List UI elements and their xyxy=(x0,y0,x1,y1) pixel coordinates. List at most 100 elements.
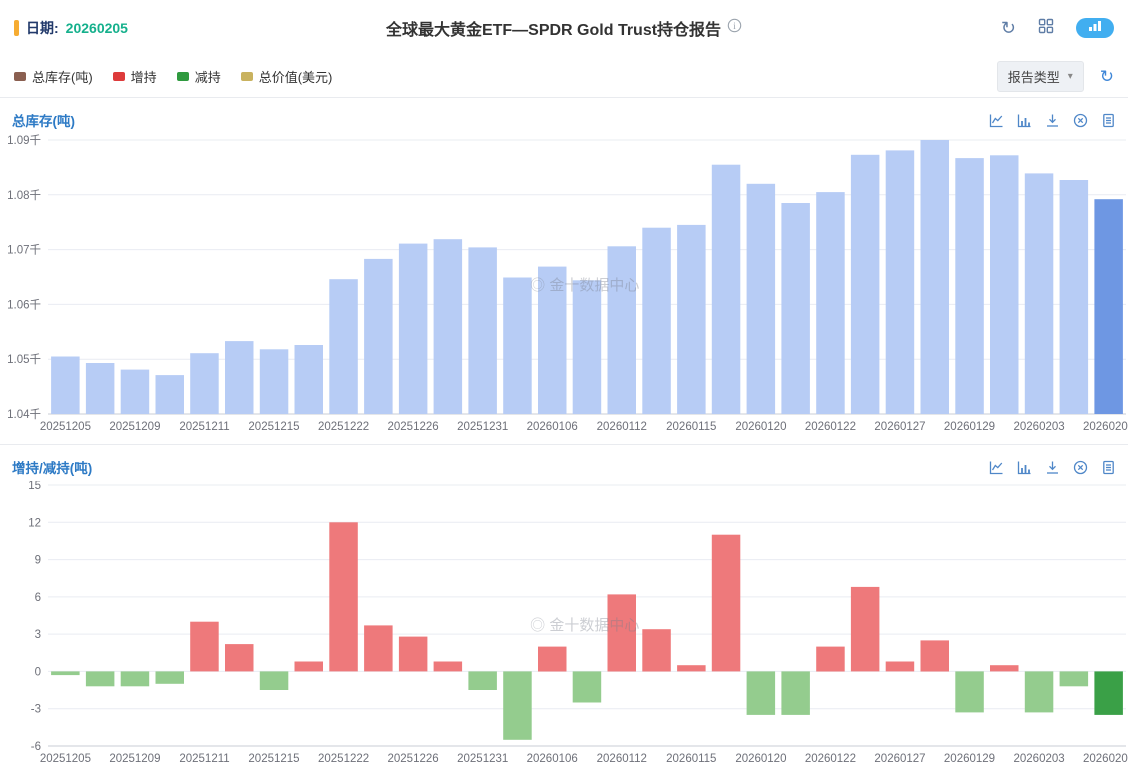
svg-text:20260129: 20260129 xyxy=(944,421,995,433)
svg-text:20260203: 20260203 xyxy=(1014,753,1065,765)
svg-text:0: 0 xyxy=(35,666,41,678)
svg-text:20251205: 20251205 xyxy=(40,421,91,433)
legend-item-total-value[interactable]: 总价值(美元) xyxy=(240,67,333,86)
svg-text:20260122: 20260122 xyxy=(805,753,856,765)
svg-text:20251231: 20251231 xyxy=(457,421,508,433)
svg-text:3: 3 xyxy=(35,629,41,641)
legend-item-inventory[interactable]: 总库存(吨) xyxy=(14,67,93,86)
document-icon[interactable] xyxy=(1101,113,1116,128)
svg-text:1.09千: 1.09千 xyxy=(7,134,41,147)
page-title: 全球最大黄金ETF—SPDR Gold Trust持仓报告 xyxy=(385,22,722,39)
close-circle-icon[interactable] xyxy=(1073,460,1088,475)
legend-item-increase[interactable]: 增持 xyxy=(112,67,157,86)
svg-text:20260122: 20260122 xyxy=(805,421,856,433)
inventory-section-header: 总库存(吨) xyxy=(0,106,1128,134)
svg-text:1.04千: 1.04千 xyxy=(7,408,41,421)
date-group: 日期: 20260205 xyxy=(14,18,128,38)
svg-text:20251209: 20251209 xyxy=(109,753,160,765)
info-icon[interactable]: i xyxy=(727,18,742,38)
svg-text:20260112: 20260112 xyxy=(597,753,647,765)
svg-text:12: 12 xyxy=(28,517,41,529)
legend-label: 减持 xyxy=(194,70,221,85)
svg-text:20260120: 20260120 xyxy=(735,421,786,433)
svg-text:20251222: 20251222 xyxy=(318,421,369,433)
bar-chart-icon[interactable] xyxy=(1017,460,1032,475)
legend-items: 总库存(吨) 增持 减持 总价值(美元) xyxy=(14,67,332,86)
total-value-swatch-icon xyxy=(240,72,253,81)
svg-text:20260205: 20260205 xyxy=(1083,753,1128,765)
svg-text:i: i xyxy=(733,21,736,31)
download-icon[interactable] xyxy=(1045,113,1060,128)
line-chart-icon[interactable] xyxy=(989,460,1004,475)
change-section-title: 增持/减持(吨) xyxy=(12,461,93,476)
svg-text:1.07千: 1.07千 xyxy=(7,244,41,257)
inventory-chart-tools xyxy=(989,113,1116,128)
svg-text:20260129: 20260129 xyxy=(944,753,995,765)
svg-text:20260203: 20260203 xyxy=(1014,421,1065,433)
header-actions: ↻ xyxy=(1001,18,1114,39)
chart-mode-pill-button[interactable] xyxy=(1076,18,1114,38)
report-type-dropdown[interactable]: 报告类型 ▾ xyxy=(996,61,1084,92)
svg-text:20251226: 20251226 xyxy=(388,421,439,433)
increase-swatch-icon xyxy=(112,72,125,81)
legend-label: 总库存(吨) xyxy=(32,70,93,85)
svg-text:20251215: 20251215 xyxy=(248,421,299,433)
svg-text:20260115: 20260115 xyxy=(666,753,716,765)
svg-text:20251231: 20251231 xyxy=(457,753,508,765)
dashboard-grid-icon[interactable] xyxy=(1038,18,1054,39)
chevron-down-icon: ▾ xyxy=(1067,71,1073,82)
change-bar-chart[interactable]: -6 -3 0 3 6 9 12 15 20251205 20251209 20251211 2025… xyxy=(0,481,1128,776)
inventory-section: 总库存(吨) 1.04千 1.05千 1.06千 1.07千 1.08千 1.09千 202… xyxy=(0,98,1128,445)
inventory-bar-chart[interactable]: 1.04千 1.05千 1.06千 1.07千 1.08千 1.09千 20251205 20… xyxy=(0,134,1128,444)
date-label: 日期: xyxy=(26,20,59,36)
download-icon[interactable] xyxy=(1045,460,1060,475)
report-type-label: 报告类型 xyxy=(1007,70,1060,85)
svg-text:1.05千: 1.05千 xyxy=(7,353,41,366)
legend-label: 总价值(美元) xyxy=(258,70,333,85)
legend-actions: 报告类型 ▾ ↻ xyxy=(996,61,1114,92)
change-section-header: 增持/减持(吨) xyxy=(0,453,1128,481)
inventory-swatch-icon xyxy=(14,72,26,81)
svg-text:20251226: 20251226 xyxy=(388,753,439,765)
svg-text:20260120: 20260120 xyxy=(735,753,786,765)
svg-text:20260106: 20260106 xyxy=(527,421,578,433)
svg-text:20251211: 20251211 xyxy=(179,421,229,433)
inventory-section-title: 总库存(吨) xyxy=(12,114,75,129)
svg-text:-6: -6 xyxy=(31,741,41,753)
svg-text:6: 6 xyxy=(35,592,41,604)
change-chart-tools xyxy=(989,460,1116,475)
svg-text:-3: -3 xyxy=(31,704,41,716)
legend-label: 增持 xyxy=(130,70,157,85)
document-icon[interactable] xyxy=(1101,460,1116,475)
date-value[interactable]: 20260205 xyxy=(65,20,128,36)
svg-text:15: 15 xyxy=(28,481,41,492)
svg-text:9: 9 xyxy=(35,555,41,567)
decrease-swatch-icon xyxy=(176,72,189,81)
sync-icon[interactable]: ↻ xyxy=(1000,18,1016,38)
inventory-chart-area: 1.04千 1.05千 1.06千 1.07千 1.08千 1.09千 20251205 20… xyxy=(0,134,1128,444)
svg-text:20260127: 20260127 xyxy=(874,421,925,433)
bar-chart-icon xyxy=(1088,19,1102,37)
svg-text:1.08千: 1.08千 xyxy=(7,189,41,202)
legend-row: 总库存(吨) 增持 减持 总价值(美元) 报告类型 ▾ ↻ xyxy=(0,56,1128,98)
legend-item-decrease[interactable]: 减持 xyxy=(176,67,221,86)
svg-text:20260115: 20260115 xyxy=(666,421,716,433)
svg-text:20251209: 20251209 xyxy=(109,421,160,433)
line-chart-icon[interactable] xyxy=(989,113,1004,128)
svg-text:20260106: 20260106 xyxy=(527,753,578,765)
svg-text:20251205: 20251205 xyxy=(40,753,91,765)
refresh-icon[interactable]: ↻ xyxy=(1099,67,1114,86)
svg-text:20260205: 20260205 xyxy=(1083,421,1128,433)
page-header: 日期: 20260205 全球最大黄金ETF—SPDR Gold Trust持仓… xyxy=(0,0,1128,56)
close-circle-icon[interactable] xyxy=(1073,113,1088,128)
change-chart-area: -6 -3 0 3 6 9 12 15 20251205 20251209 20251211 2025… xyxy=(0,481,1128,776)
svg-text:20251215: 20251215 xyxy=(248,753,299,765)
svg-text:20260112: 20260112 xyxy=(597,421,647,433)
svg-text:20260127: 20260127 xyxy=(874,753,925,765)
svg-text:1.06千: 1.06千 xyxy=(7,298,41,311)
bar-chart-icon[interactable] xyxy=(1017,113,1032,128)
change-section: 增持/减持(吨) -6 -3 0 3 6 9 12 15 20251205 20251209 202… xyxy=(0,445,1128,776)
title-group: 全球最大黄金ETF—SPDR Gold Trust持仓报告 i xyxy=(0,0,1128,56)
svg-text:20251222: 20251222 xyxy=(318,753,369,765)
